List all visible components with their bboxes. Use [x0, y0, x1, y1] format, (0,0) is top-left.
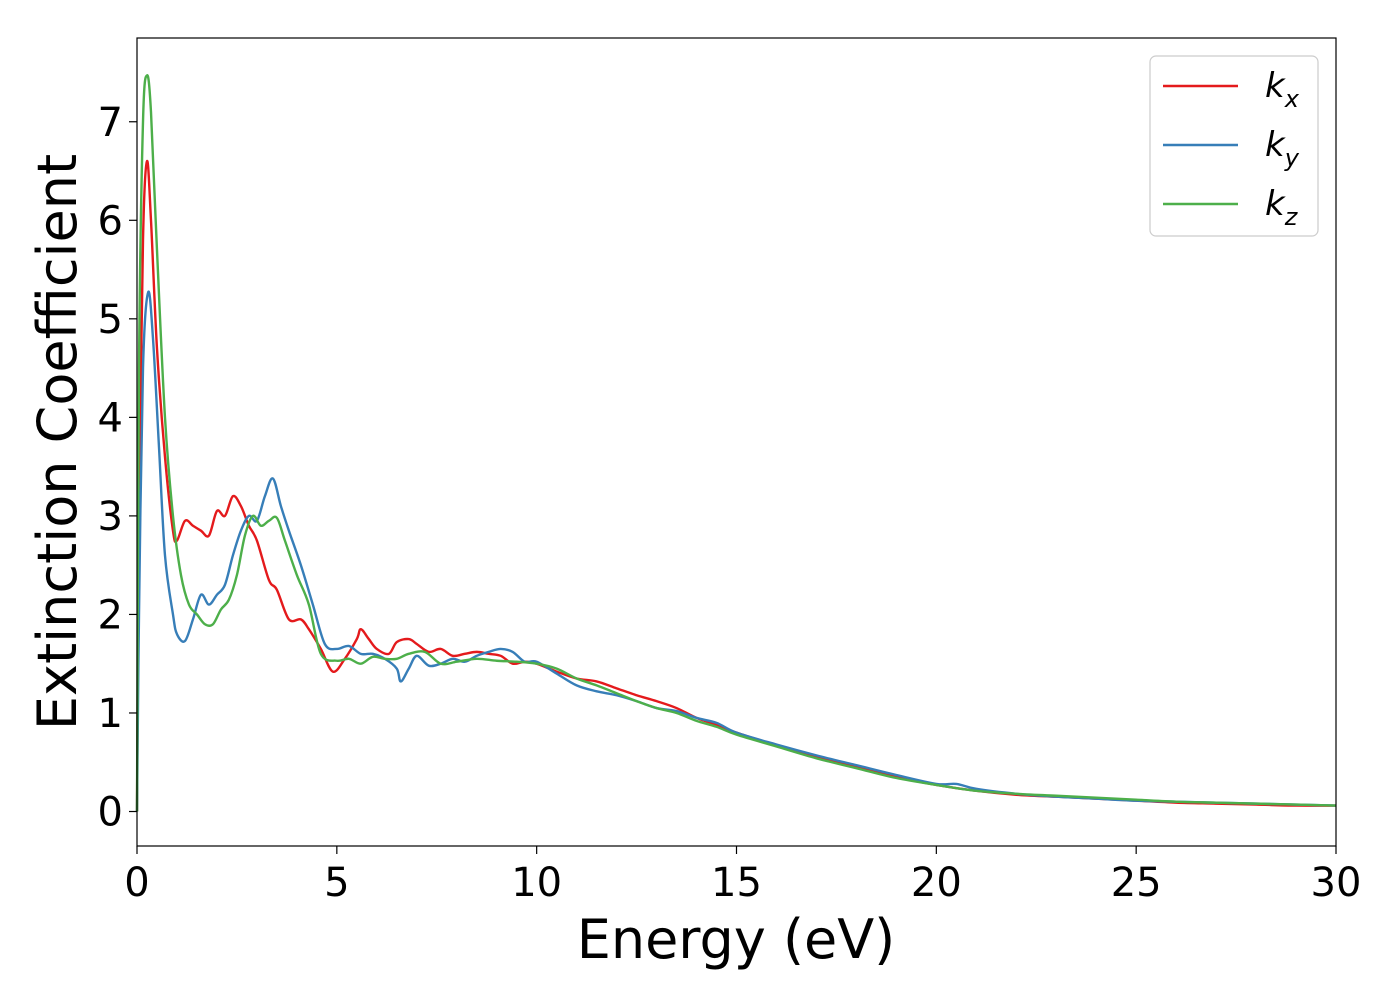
x-axis-title: Energy (eV) — [577, 908, 896, 971]
y-tick-label: 0 — [98, 790, 123, 836]
series-line-y — [135, 290, 1337, 812]
x-tick-label: 0 — [124, 860, 149, 906]
legend-label-x: kx — [1265, 66, 1300, 113]
y-tick-label: 4 — [98, 395, 123, 441]
x-tick-label: 10 — [511, 860, 562, 906]
legend-label-base: k — [1265, 125, 1286, 165]
y-axis-title: Extinction Coefficient — [26, 154, 89, 730]
legend-label-base: k — [1265, 66, 1286, 106]
plot-lines — [135, 74, 1337, 812]
legend-label-subscript: y — [1284, 144, 1300, 172]
legend-label-y: ky — [1265, 125, 1300, 172]
legend-label-base: k — [1265, 184, 1286, 224]
y-tick-label: 6 — [98, 198, 123, 244]
y-tick-label: 7 — [98, 100, 123, 146]
series-line-z — [135, 74, 1337, 812]
legend-label-subscript: z — [1284, 203, 1299, 231]
y-tick-label: 5 — [98, 297, 123, 343]
x-tick-label: 25 — [1111, 860, 1162, 906]
x-tick-label: 15 — [711, 860, 762, 906]
x-tick-label: 5 — [324, 860, 349, 906]
y-tick-label: 1 — [98, 691, 123, 737]
x-tick-label: 30 — [1311, 860, 1362, 906]
x-tick-label: 20 — [911, 860, 962, 906]
x-axis-ticks: 0 5 10 15 20 25 30 — [124, 846, 1361, 906]
legend-label-z: kz — [1265, 184, 1299, 231]
legend-label-subscript: x — [1284, 85, 1300, 113]
y-tick-label: 3 — [98, 494, 123, 540]
y-axis-ticks: 0 1 2 3 4 5 6 7 — [98, 100, 137, 836]
y-tick-label: 2 — [98, 592, 123, 638]
